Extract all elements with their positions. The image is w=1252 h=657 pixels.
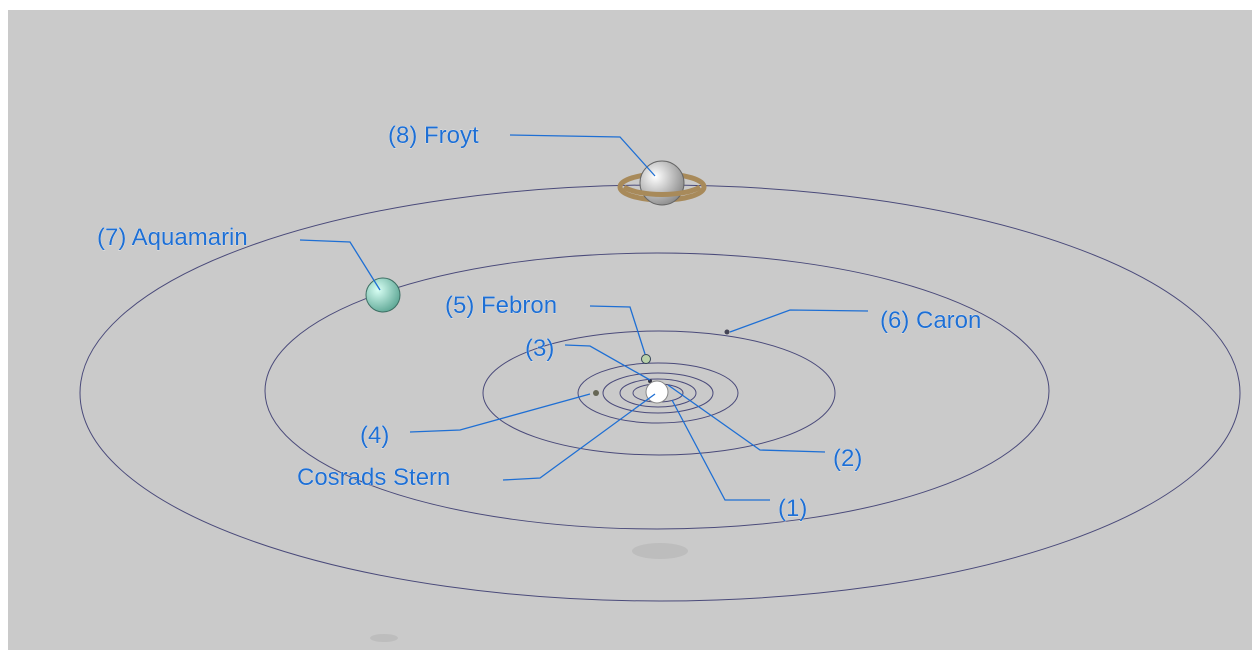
planet-4 [593, 390, 599, 396]
label: (6) Caron [880, 307, 981, 334]
label: (3) [525, 335, 554, 362]
label: (1) [778, 495, 807, 522]
label: (4) [360, 422, 389, 449]
planet-febron [642, 355, 651, 364]
planet-caron [725, 330, 730, 335]
star [646, 381, 668, 403]
label: (8) Froyt [388, 122, 479, 149]
label: (2) [833, 445, 862, 472]
label: (7) Aquamarin [97, 224, 248, 251]
planet-aquamarin [366, 278, 400, 312]
solar-system-diagram: (8) Froyt (7) Aquamarin (5) Febron (6) C… [0, 0, 1252, 657]
shadow [632, 543, 688, 559]
label: Cosrads Stern [297, 464, 450, 491]
shadow [370, 634, 398, 642]
background [8, 10, 1252, 650]
label: (5) Febron [445, 292, 557, 319]
